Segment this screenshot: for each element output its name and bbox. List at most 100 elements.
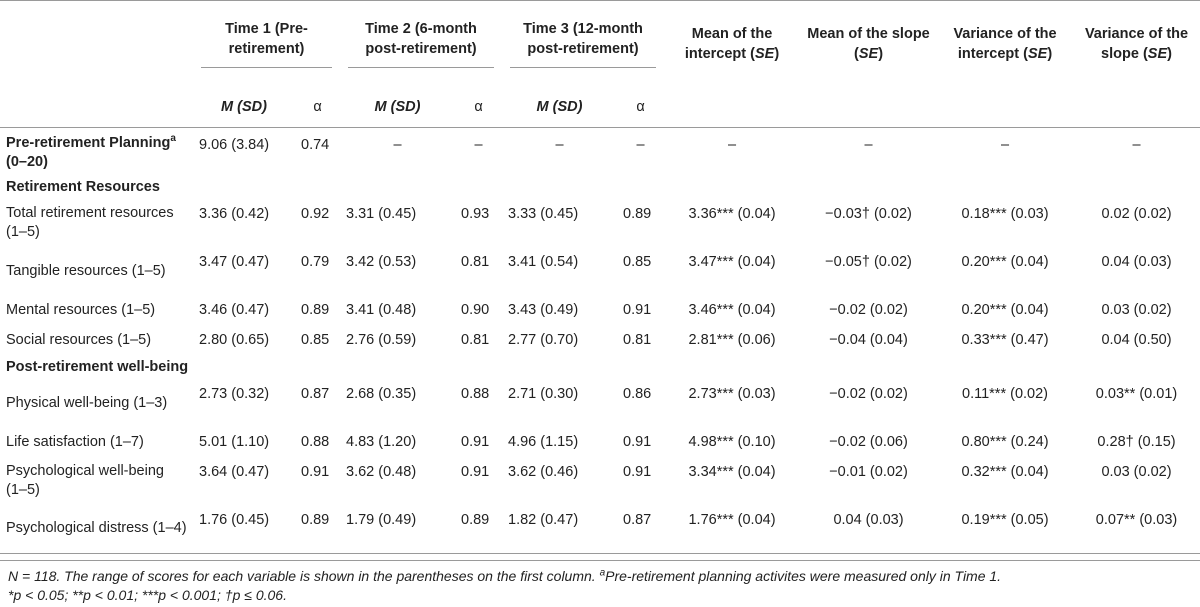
cell: 5.01 (1.10)	[199, 434, 270, 450]
cell: 0.18*** (0.03)	[961, 206, 1049, 222]
cell: 0.90	[461, 302, 490, 318]
cell: 0.81	[461, 254, 490, 270]
cell: 0.19*** (0.05)	[961, 512, 1049, 528]
cell: 3.31 (0.45)	[346, 206, 417, 222]
cell: 1.76*** (0.04)	[688, 512, 776, 528]
cell: –	[555, 136, 564, 153]
cell: 3.43 (0.49)	[508, 302, 579, 318]
subheader-row: M (SD) α M (SD) α M (SD) α	[0, 87, 1200, 127]
section-title: Retirement Resources	[6, 179, 160, 195]
cell: 0.33*** (0.47)	[961, 332, 1049, 348]
cell: 3.47 (0.47)	[199, 254, 270, 270]
cell: 0.32*** (0.04)	[961, 464, 1049, 480]
header-variable	[0, 1, 193, 87]
cell: 0.89	[461, 512, 490, 528]
header-mean-intercept: Mean of the intercept (SE)	[684, 25, 780, 62]
cell: 3.33 (0.45)	[508, 206, 579, 222]
cell: 0.74	[301, 136, 330, 153]
cell: –	[864, 136, 873, 153]
cell: 0.80*** (0.24)	[961, 434, 1049, 450]
cell: 0.89	[301, 512, 330, 528]
cell: 9.06 (3.84)	[199, 136, 270, 153]
cell: 0.85	[623, 254, 652, 270]
cell: 1.79 (0.49)	[346, 512, 417, 528]
cell: 0.07** (0.03)	[1095, 512, 1178, 528]
cell: 2.77 (0.70)	[508, 332, 579, 348]
section-row: Retirement Resources	[0, 175, 1200, 199]
cell: −0.03† (0.02)	[825, 206, 912, 222]
cell: 0.89	[623, 206, 652, 222]
cell: –	[474, 136, 483, 153]
table-row: Pre-retirement Planninga (0–20) 9.06 (3.…	[0, 127, 1200, 175]
cell: 2.71 (0.30)	[508, 386, 579, 402]
table-row: Psychological distress (1–4) 1.76 (0.45) 0…	[0, 505, 1200, 553]
header-mean-slope: Mean of the slope (SE)	[807, 25, 930, 62]
cell: 0.91	[301, 464, 330, 480]
cell: 0.88	[301, 434, 330, 450]
cell: –	[1132, 136, 1141, 153]
cell: 2.80 (0.65)	[199, 332, 270, 348]
cell: 0.91	[461, 434, 490, 450]
cell: 0.91	[623, 434, 652, 450]
cell: 4.83 (1.20)	[346, 434, 417, 450]
cell: 0.91	[623, 302, 652, 318]
header-var-intercept: Variance of the intercept (SE)	[953, 25, 1057, 62]
cell: 2.76 (0.59)	[346, 332, 417, 348]
subheader-alpha: α	[313, 98, 322, 115]
cell: 3.41 (0.48)	[346, 302, 417, 318]
row-label: Total retirement resources (1–5)	[6, 205, 174, 240]
cell: 0.92	[301, 206, 330, 222]
section-row: Post-retirement well-being	[0, 355, 1200, 379]
cell: −0.02 (0.02)	[829, 386, 908, 402]
cell: 0.20*** (0.04)	[961, 254, 1049, 270]
cell: 0.04 (0.50)	[1101, 332, 1172, 348]
row-label: Life satisfaction (1–7)	[6, 433, 144, 450]
table-row: Total retirement resources (1–5) 3.36 (0.…	[0, 199, 1200, 247]
cell: 0.93	[461, 206, 490, 222]
cell: –	[1000, 136, 1010, 153]
cell: 0.03 (0.02)	[1101, 464, 1172, 480]
cell: −0.02 (0.02)	[829, 302, 908, 318]
cell: –	[636, 136, 645, 153]
subheader-alpha: α	[636, 98, 645, 115]
cell: 3.46*** (0.04)	[688, 302, 776, 318]
table-row: Mental resources (1–5) 3.46 (0.47) 0.89 3.4…	[0, 295, 1200, 325]
cell: 0.11*** (0.02)	[962, 386, 1048, 402]
cell: 1.82 (0.47)	[508, 512, 579, 528]
cell: 2.73*** (0.03)	[688, 386, 776, 402]
cell: 0.03** (0.01)	[1095, 386, 1178, 402]
cell: –	[393, 136, 402, 153]
cell: –	[727, 136, 737, 153]
cell: 4.98*** (0.10)	[688, 434, 776, 450]
cell: 0.79	[301, 254, 330, 270]
header-var-slope: Variance of the slope (SE)	[1084, 25, 1189, 62]
row-label: Physical well-being (1–3)	[6, 394, 168, 411]
header-time3: Time 3 (12-month post-retirement)	[502, 1, 664, 87]
cell: 0.87	[301, 386, 330, 402]
header-time1: Time 1 (Pre-retirement)	[193, 1, 340, 87]
cell: 3.64 (0.47)	[199, 464, 270, 480]
cell: −0.02 (0.06)	[829, 434, 908, 450]
cell: 3.34*** (0.04)	[688, 464, 776, 480]
cell: 0.81	[623, 332, 652, 348]
cell: 3.36*** (0.04)	[688, 206, 776, 222]
cell: −0.01 (0.02)	[829, 464, 908, 480]
table-note: N = 118. The range of scores for each va…	[0, 559, 1200, 605]
table-body: Pre-retirement Planninga (0–20) 9.06 (3.…	[0, 127, 1200, 553]
cell: 0.87	[623, 512, 652, 528]
table-row: Tangible resources (1–5) 3.47 (0.47) 0.79 3…	[0, 247, 1200, 295]
cell: 0.28† (0.15)	[1097, 434, 1176, 450]
cell: 0.91	[461, 464, 490, 480]
cell: 3.62 (0.48)	[346, 464, 417, 480]
cell: 2.81*** (0.06)	[688, 332, 776, 348]
header-time2: Time 2 (6-month post-retirement)	[340, 1, 502, 87]
cell: 0.02 (0.02)	[1101, 206, 1172, 222]
row-label: Psychological distress (1–4)	[6, 520, 187, 537]
cell: −0.04 (0.04)	[829, 332, 908, 348]
cell: 2.68 (0.35)	[346, 386, 417, 402]
cell: 4.96 (1.15)	[508, 434, 579, 450]
cell: 3.46 (0.47)	[199, 302, 270, 318]
cell: 0.91	[623, 464, 652, 480]
section-title: Post-retirement well-being	[6, 359, 189, 375]
